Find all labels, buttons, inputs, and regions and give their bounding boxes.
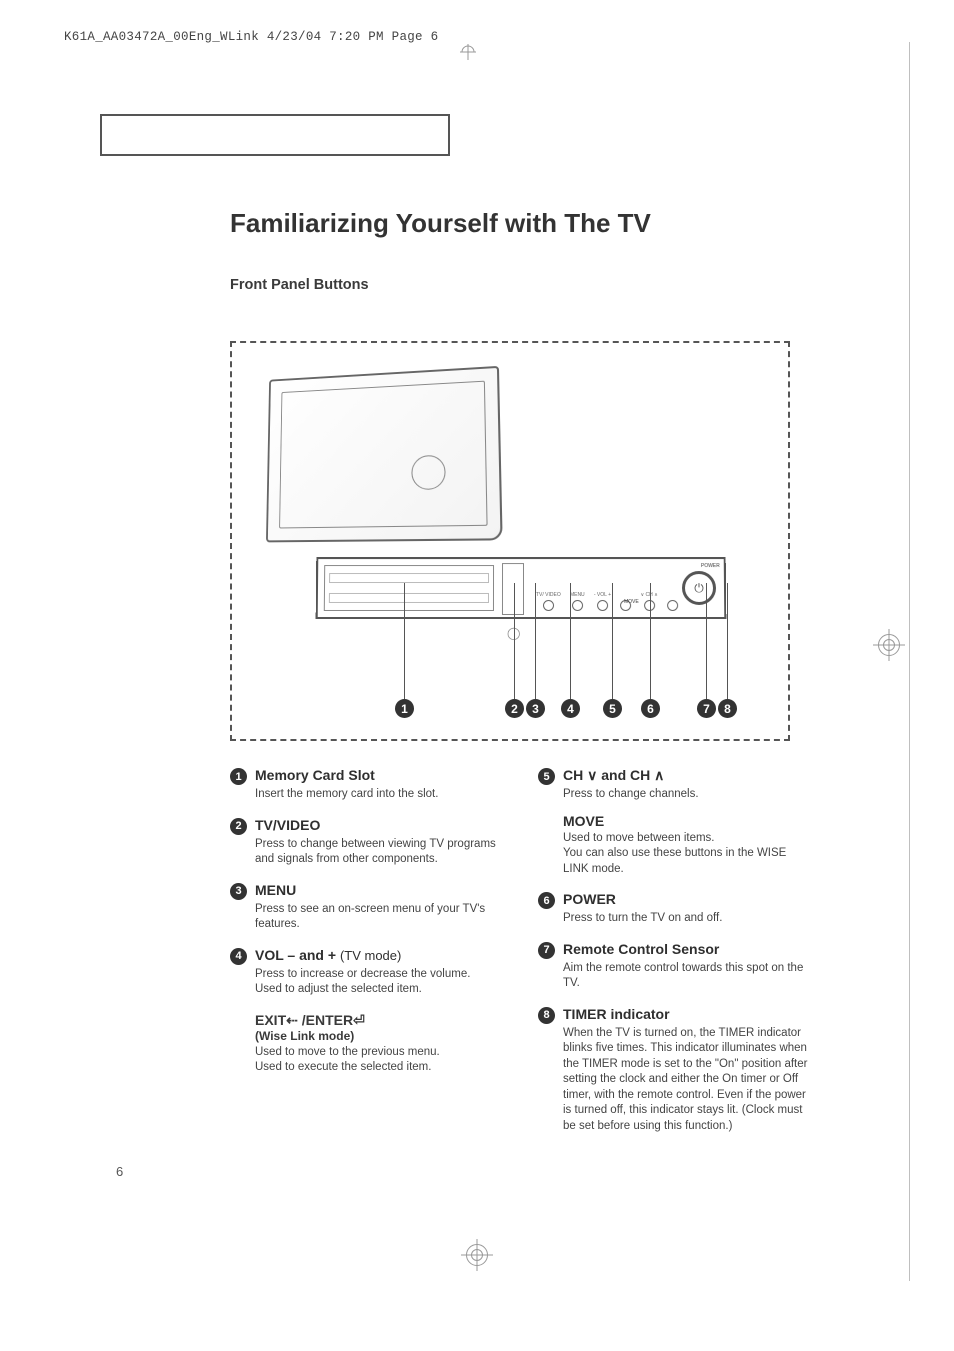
move-body: Used to move between items. You can also…: [563, 831, 814, 878]
callout-line: [570, 583, 571, 699]
item-body: When the TV is turned on, the TIMER indi…: [563, 1026, 814, 1135]
panel-label-menu: MENU: [570, 592, 585, 598]
item-title: POWER: [563, 891, 616, 907]
callout-numbers: 1 234 56 78: [232, 685, 788, 725]
exit-enter-mode: (Wise Link mode): [255, 1029, 506, 1043]
item-body: Aim the remote control towards this spot…: [563, 961, 814, 992]
desc-item-1: 1 Memory Card Slot Insert the memory card …: [230, 767, 506, 803]
item-title: Remote Control Sensor: [563, 941, 719, 957]
callout-number-6: 6: [641, 699, 660, 718]
desc-item-3: 3 MENU Press to see an on-screen menu of y…: [230, 882, 506, 933]
exit-enter-title: EXIT⇠ /ENTER⏎: [255, 1012, 506, 1029]
callout-number-5: 5: [603, 699, 622, 718]
callout-line: [535, 583, 536, 699]
callout-line: [706, 583, 707, 699]
panel-label-vol: - VOL +: [594, 592, 611, 598]
tv-figure: TV/ VIDEO MENU - VOL + ∨ CH ∧ MOVE POWER…: [230, 341, 790, 741]
item-title: VOL – and + (TV mode): [255, 947, 401, 963]
panel-label-power: POWER: [701, 563, 720, 569]
desc-item-5: 5 CH ∨ and CH ∧ Press to change channels. M…: [538, 767, 814, 877]
item-title: TIMER indicator: [563, 1006, 670, 1022]
callout-number-8: 8: [718, 699, 737, 718]
item-body: Press to see an on-screen menu of your T…: [255, 902, 506, 933]
callout-line: [650, 583, 651, 699]
callout-number-1: 1: [395, 699, 414, 718]
callout-line: [514, 583, 515, 699]
front-panel-drawing: TV/ VIDEO MENU - VOL + ∨ CH ∧ MOVE POWER: [316, 557, 727, 619]
page-content: Familiarizing Yourself with The TV Front…: [100, 114, 854, 1134]
item-body: Press to turn the TV on and off.: [563, 911, 814, 927]
item-number-icon: 5: [538, 768, 555, 785]
title-frame: [100, 114, 854, 156]
panel-label-tvvideo: TV/ VIDEO: [536, 592, 561, 598]
item-body: Press to increase or decrease the volume…: [255, 967, 506, 998]
descriptions-columns: 1 Memory Card Slot Insert the memory card …: [230, 761, 854, 1134]
item-title: TV/VIDEO: [255, 817, 320, 833]
exit-enter-body: Used to move to the previous menu. Used …: [255, 1045, 506, 1076]
callout-line: [612, 583, 613, 699]
panel-label-move: MOVE: [624, 599, 639, 605]
item-number-icon: 6: [538, 892, 555, 909]
item-number-icon: 1: [230, 768, 247, 785]
item-title: Memory Card Slot: [255, 767, 375, 783]
callout-number-4: 4: [561, 699, 580, 718]
item-number-icon: 3: [230, 883, 247, 900]
item-body: Press to change channels.: [563, 787, 814, 803]
item-body: Press to change between viewing TV progr…: [255, 837, 506, 868]
item-body: Insert the memory card into the slot.: [255, 787, 506, 803]
item-number-icon: 2: [230, 818, 247, 835]
item-number-icon: 8: [538, 1007, 555, 1024]
power-button-icon: [682, 571, 716, 605]
panel-buttons-row: TV/ VIDEO MENU - VOL + ∨ CH ∧: [536, 567, 678, 611]
memory-slots-drawing: [324, 565, 494, 611]
section-subtitle: Front Panel Buttons: [230, 277, 854, 293]
speaker-icon: [411, 455, 445, 490]
desc-item-4: 4 VOL – and + (TV mode) Press to increase …: [230, 947, 506, 1076]
desc-item-6: 6 POWER Press to turn the TV on and off.: [538, 891, 814, 927]
callout-number-7: 7: [697, 699, 716, 718]
item-number-icon: 7: [538, 942, 555, 959]
desc-item-7: 7 Remote Control Sensor Aim the remote con…: [538, 941, 814, 992]
print-header: K61A_AA03472A_00Eng_WLink 4/23/04 7:20 P…: [64, 30, 438, 44]
left-column: 1 Memory Card Slot Insert the memory card …: [230, 761, 506, 1134]
desc-item-8: 8 TIMER indicator When the TV is turned on…: [538, 1006, 814, 1135]
registration-mark-top-icon: [460, 44, 476, 60]
page-edge-line: [909, 42, 910, 1281]
page-number: 6: [116, 1164, 123, 1179]
right-column: 5 CH ∨ and CH ∧ Press to change channels. M…: [538, 761, 814, 1134]
callout-line: [404, 583, 405, 699]
item-title: CH ∨ and CH ∧: [563, 767, 664, 784]
desc-item-2: 2 TV/VIDEO Press to change between viewing…: [230, 817, 506, 868]
callout-number-2: 2: [505, 699, 524, 718]
registration-mark-bottom-icon: [466, 1244, 488, 1266]
callout-number-3: 3: [526, 699, 545, 718]
panel-center-port: [502, 563, 524, 615]
item-number-icon: 4: [230, 948, 247, 965]
move-title: MOVE: [563, 813, 814, 829]
page-title: Familiarizing Yourself with The TV: [230, 208, 854, 239]
item-title: MENU: [255, 882, 296, 898]
callout-line: [727, 583, 728, 699]
registration-mark-right-icon: [878, 634, 900, 656]
tv-screen-drawing: [266, 366, 503, 543]
